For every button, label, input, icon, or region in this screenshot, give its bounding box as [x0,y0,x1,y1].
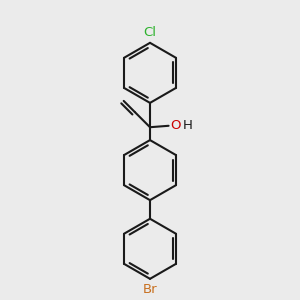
Text: H: H [183,119,193,132]
Text: Br: Br [143,283,157,296]
Text: O: O [170,119,181,132]
Text: Cl: Cl [143,26,157,38]
